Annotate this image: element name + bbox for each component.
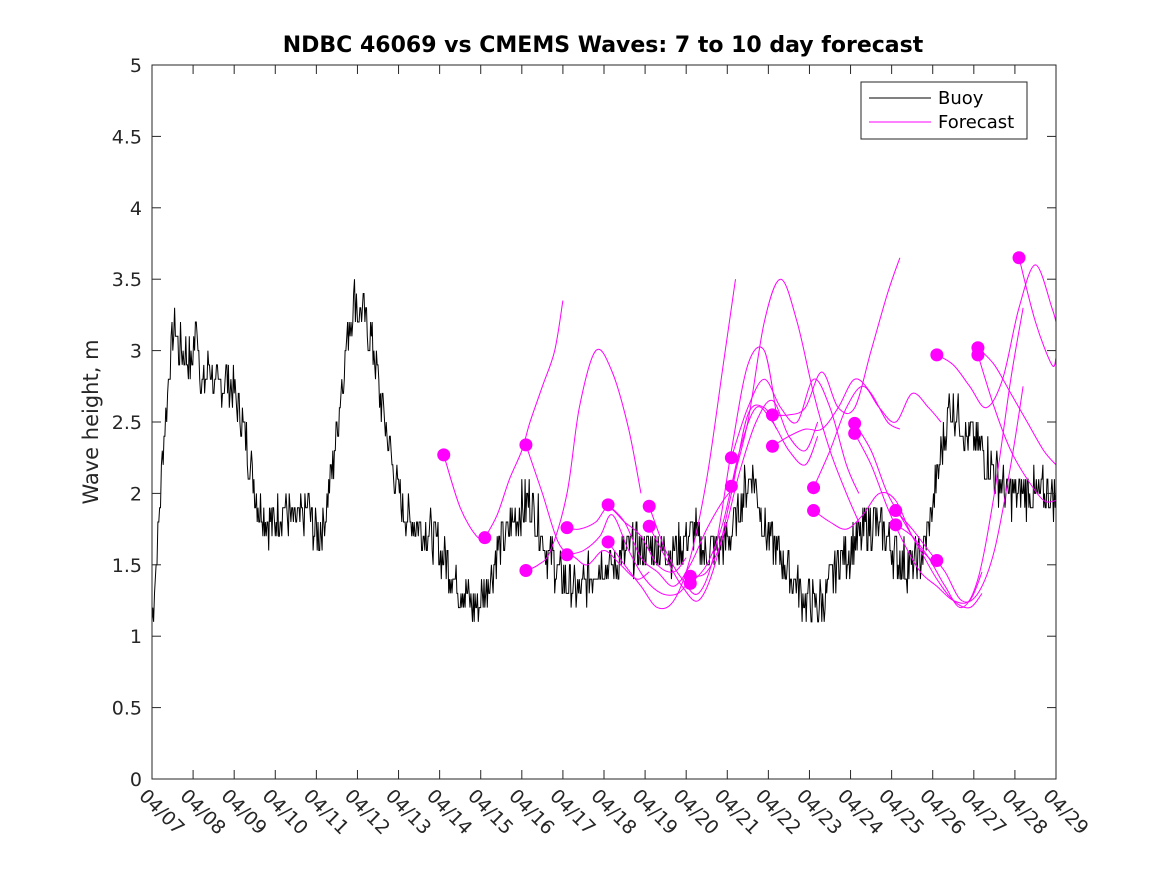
- y-tick-label: 0.5: [112, 698, 142, 720]
- forecast-marker: [889, 504, 903, 518]
- legend-forecast-label: Forecast: [938, 112, 1014, 133]
- forecast-line: [525, 444, 650, 580]
- y-axis: 0 0.5 1 1.5 2 2.5 3 3.5 4 4.5 5: [112, 55, 1056, 791]
- forecast-line: [977, 347, 1057, 466]
- chart-title: NDBC 46069 vs CMEMS Waves: 7 to 10 day f…: [283, 33, 924, 58]
- x-tick-label: 04/24: [833, 785, 887, 839]
- y-tick-label: 2: [130, 483, 142, 505]
- forecast-markers: [437, 251, 1026, 590]
- forecast-marker: [971, 348, 985, 362]
- y-tick-label: 4.5: [112, 126, 142, 148]
- y-tick-label: 5: [130, 55, 142, 77]
- x-tick-label: 04/16: [504, 785, 558, 839]
- x-tick-label: 04/14: [422, 785, 476, 839]
- x-tick-label: 04/28: [997, 785, 1051, 839]
- legend-box: [860, 81, 1028, 140]
- x-tick-label: 04/08: [176, 785, 230, 839]
- x-tick-label: 04/23: [792, 785, 846, 839]
- forecast-line: [648, 404, 778, 602]
- forecast-marker: [478, 531, 492, 545]
- x-tick-label: 04/25: [874, 785, 928, 839]
- forecast-line: [895, 307, 1024, 609]
- forecast-marker: [889, 518, 903, 532]
- x-tick-label: 04/10: [258, 785, 312, 839]
- forecast-line: [813, 492, 942, 566]
- forecast-marker: [601, 535, 615, 549]
- forecast-marker: [601, 498, 615, 512]
- forecast-marker: [807, 481, 821, 495]
- forecast-marker: [930, 554, 944, 568]
- x-tick-label: 04/13: [381, 785, 435, 839]
- x-tick-label: 04/07: [134, 785, 188, 839]
- x-tick-label: 04/12: [340, 785, 394, 839]
- y-tick-label: 3: [130, 341, 142, 363]
- buoy-line: [151, 279, 1057, 623]
- forecast-marker: [642, 499, 656, 513]
- forecast-line: [730, 278, 860, 523]
- forecast-marker: [560, 521, 574, 535]
- forecast-marker: [724, 479, 738, 493]
- forecast-line: [772, 378, 901, 447]
- x-tick-label: 04/21: [710, 785, 764, 839]
- x-tick-label: 04/18: [586, 785, 640, 839]
- forecast-marker: [765, 439, 779, 453]
- x-tick-label: 04/17: [545, 785, 599, 839]
- forecast-marker: [724, 451, 738, 465]
- forecast-line: [813, 385, 942, 488]
- y-axis-label: Wave height, m: [79, 339, 103, 504]
- x-tick-label: 04/20: [669, 785, 723, 839]
- forecast-line: [854, 423, 983, 609]
- forecast-marker: [683, 576, 697, 590]
- y-tick-label: 2.5: [112, 412, 142, 434]
- forecast-marker: [642, 519, 656, 533]
- y-tick-label: 1: [130, 626, 142, 648]
- forecast-line: [895, 386, 1024, 603]
- forecast-line: [607, 485, 736, 587]
- forecast-line: [854, 433, 983, 604]
- y-tick-label: 4: [130, 198, 142, 220]
- forecast-line: [977, 354, 1057, 503]
- forecast-line: [484, 300, 564, 538]
- plot-lines: [151, 257, 1057, 623]
- forecast-marker: [848, 426, 862, 440]
- y-tick-label: 3.5: [112, 269, 142, 291]
- y-tick-label: 0: [130, 769, 142, 791]
- x-tick-label: 04/26: [915, 785, 969, 839]
- plot-area: [152, 65, 1056, 779]
- forecast-line: [690, 399, 819, 577]
- forecast-marker: [1012, 251, 1026, 265]
- forecast-marker: [437, 448, 451, 462]
- x-tick-label: 04/11: [299, 785, 353, 839]
- forecast-marker: [560, 548, 574, 562]
- forecast-line: [525, 348, 642, 571]
- forecast-line: [1018, 257, 1057, 367]
- forecast-marker: [519, 564, 533, 578]
- x-tick-label: 04/09: [217, 785, 271, 839]
- forecast-marker: [848, 416, 862, 430]
- forecast-marker: [519, 438, 533, 452]
- legend-buoy-label: Buoy: [938, 88, 984, 109]
- legend: Buoy Forecast: [860, 81, 1028, 140]
- forecast-marker: [930, 348, 944, 362]
- forecast-line: [689, 406, 819, 584]
- forecast-line: [607, 279, 736, 610]
- x-tick-label: 04/27: [956, 785, 1010, 839]
- forecast-marker: [765, 408, 779, 422]
- x-tick-label: 04/19: [628, 785, 682, 839]
- x-tick-label: 04/22: [751, 785, 805, 839]
- forecast-marker: [807, 504, 821, 518]
- forecast-line: [566, 514, 691, 596]
- y-tick-label: 1.5: [112, 555, 142, 577]
- x-tick-label: 04/29: [1038, 785, 1092, 839]
- x-tick-label: 04/15: [463, 785, 517, 839]
